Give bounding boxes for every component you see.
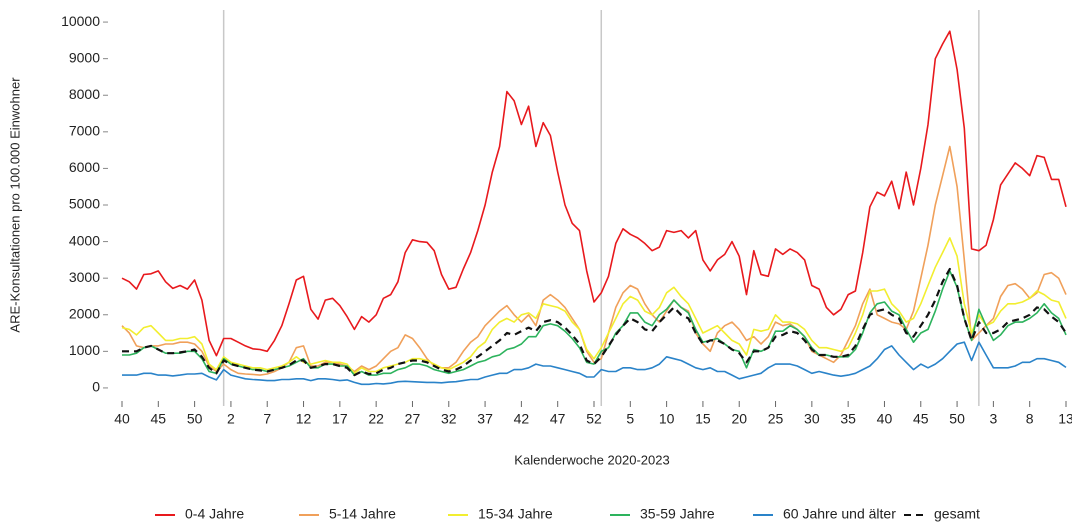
y-tick-label: 2000	[69, 305, 100, 321]
x-tick-label: 40	[114, 411, 130, 427]
y-tick-label: 4000	[69, 232, 100, 248]
x-tick-label: 10	[659, 411, 675, 427]
x-tick-label: 15	[695, 411, 711, 427]
x-tick-label: 52	[586, 411, 602, 427]
y-axis-label: ARE-Konsultationen pro 100.000 Einwohner	[7, 77, 22, 333]
legend-label: 35-59 Jahre	[640, 506, 715, 522]
x-tick-label: 17	[332, 411, 348, 427]
line-series	[122, 267, 1067, 377]
x-tick-label: 32	[441, 411, 457, 427]
x-tick-label: 50	[187, 411, 203, 427]
x-tick-label: 27	[405, 411, 421, 427]
y-tick-label: 5000	[69, 196, 100, 212]
x-tick-label: 50	[949, 411, 965, 427]
legend-label: gesamt	[934, 506, 980, 522]
x-tick-label: 13	[1058, 411, 1072, 427]
line-series	[121, 145, 1067, 376]
y-tick-label: 0	[92, 379, 100, 395]
line-series	[121, 237, 1067, 375]
line-series	[122, 341, 1067, 386]
x-tick-label: 40	[877, 411, 893, 427]
legend-label: 60 Jahre und älter	[783, 506, 896, 522]
x-axis-label: Kalenderwoche 2020-2023	[514, 452, 669, 467]
x-tick-label: 20	[731, 411, 747, 427]
y-tick-label: 6000	[69, 159, 100, 175]
y-tick-label: 1000	[69, 342, 100, 358]
y-tick-label: 9000	[69, 49, 100, 65]
y-tick-label: 10000	[61, 13, 100, 29]
y-tick-label: 7000	[69, 123, 100, 139]
x-tick-label: 7	[263, 411, 271, 427]
x-tick-label: 25	[768, 411, 784, 427]
x-tick-label: 3	[989, 411, 997, 427]
x-tick-label: 12	[296, 411, 312, 427]
x-tick-label: 47	[550, 411, 566, 427]
x-tick-label: 5	[626, 411, 634, 427]
x-tick-label: 8	[1026, 411, 1034, 427]
y-tick-label: 8000	[69, 86, 100, 102]
y-tick-label: 3000	[69, 269, 100, 285]
x-tick-label: 42	[514, 411, 530, 427]
x-tick-label: 30	[804, 411, 820, 427]
legend-label: 0-4 Jahre	[185, 506, 244, 522]
line-series	[121, 30, 1067, 357]
x-tick-label: 37	[477, 411, 493, 427]
legend-label: 15-34 Jahre	[478, 506, 553, 522]
x-tick-label: 2	[227, 411, 235, 427]
x-tick-label: 45	[151, 411, 167, 427]
legend-label: 5-14 Jahre	[329, 506, 396, 522]
x-tick-label: 45	[913, 411, 929, 427]
x-tick-label: 35	[840, 411, 856, 427]
x-tick-label: 22	[368, 411, 384, 427]
